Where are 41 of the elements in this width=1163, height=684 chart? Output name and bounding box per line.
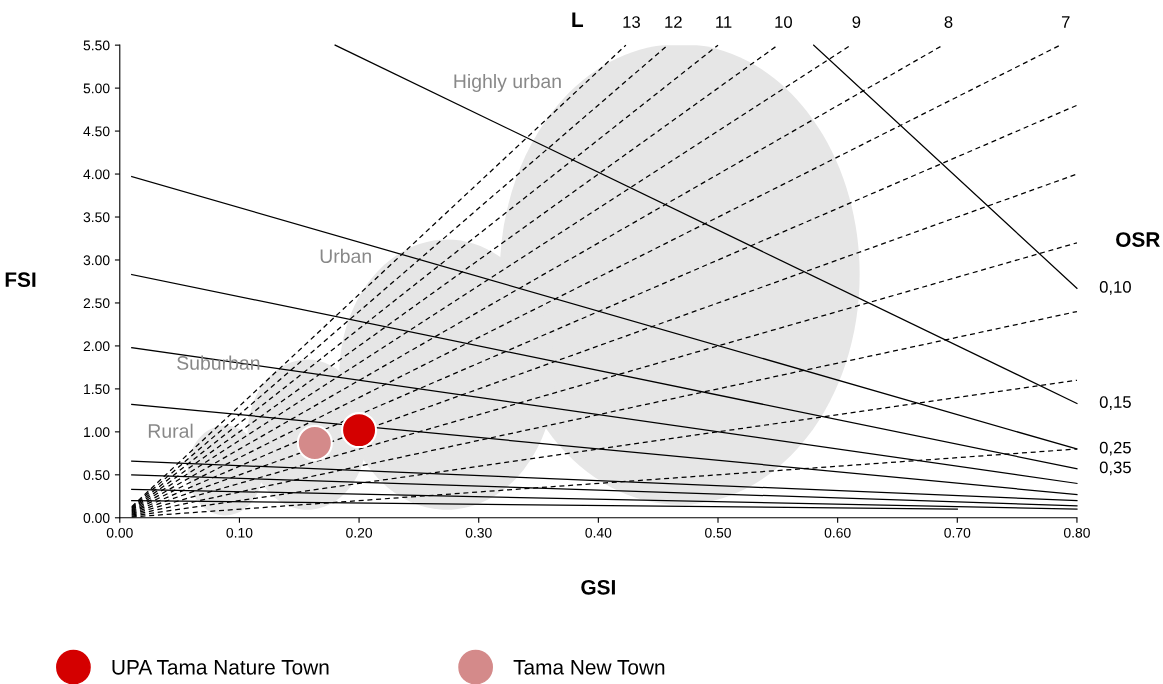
x-tick-label: 0.20 [346, 527, 373, 538]
series-label: 9 [852, 16, 861, 28]
y-tick-label: 5.50 [83, 40, 110, 51]
legend-label: Tama New Town [513, 660, 665, 675]
y-tick-label: 3.00 [83, 255, 110, 266]
legend-label: UPA Tama Nature Town [112, 660, 329, 675]
x-tick-label: 0.30 [465, 527, 492, 538]
series-label: 0,10 [1099, 281, 1131, 295]
annotation: Urban [320, 248, 371, 264]
series-label: 12 [665, 16, 682, 28]
series-label: 13 [623, 16, 640, 28]
x-tick-label: 0.40 [585, 527, 612, 538]
y-tick-label: 0.00 [83, 513, 110, 523]
x-tick-label: 0.50 [705, 527, 731, 538]
series-label: 8 [944, 16, 953, 28]
text: L [572, 12, 584, 27]
y-tick-label: 4.50 [83, 126, 110, 137]
y-tick-label: 1.00 [84, 427, 110, 438]
series-label: 0,35 [1099, 461, 1131, 476]
series-label: 11 [716, 16, 732, 28]
series-label: 0,15 [1099, 396, 1131, 410]
x-tick-label: 0.70 [944, 527, 971, 538]
y-tick-label: 3.50 [83, 212, 110, 223]
y-tick-label: 5.00 [83, 83, 110, 94]
series-label: 7 [1061, 16, 1070, 28]
y-tick-label: 0.50 [83, 470, 110, 480]
text: OSR [1116, 232, 1160, 247]
x-tick-label: 0.00 [106, 527, 133, 538]
y-axis-title: FSI [5, 272, 36, 288]
y-tick-label: 2.50 [83, 298, 110, 309]
x-tick-label: 0.60 [824, 527, 851, 538]
y-tick-label: 2.00 [83, 341, 110, 352]
series-label: 0,25 [1099, 441, 1131, 456]
x-tick-label: 0.80 [1063, 527, 1090, 538]
x-axis-title: GSI [581, 579, 615, 595]
y-tick-label: 1.50 [84, 384, 110, 395]
series-label: 10 [775, 16, 792, 28]
annotation: Rural [148, 423, 193, 438]
y-tick-label: 4.00 [83, 169, 110, 180]
x-tick-label: 0.10 [226, 527, 253, 538]
annotation: Highly urban [454, 73, 561, 93]
